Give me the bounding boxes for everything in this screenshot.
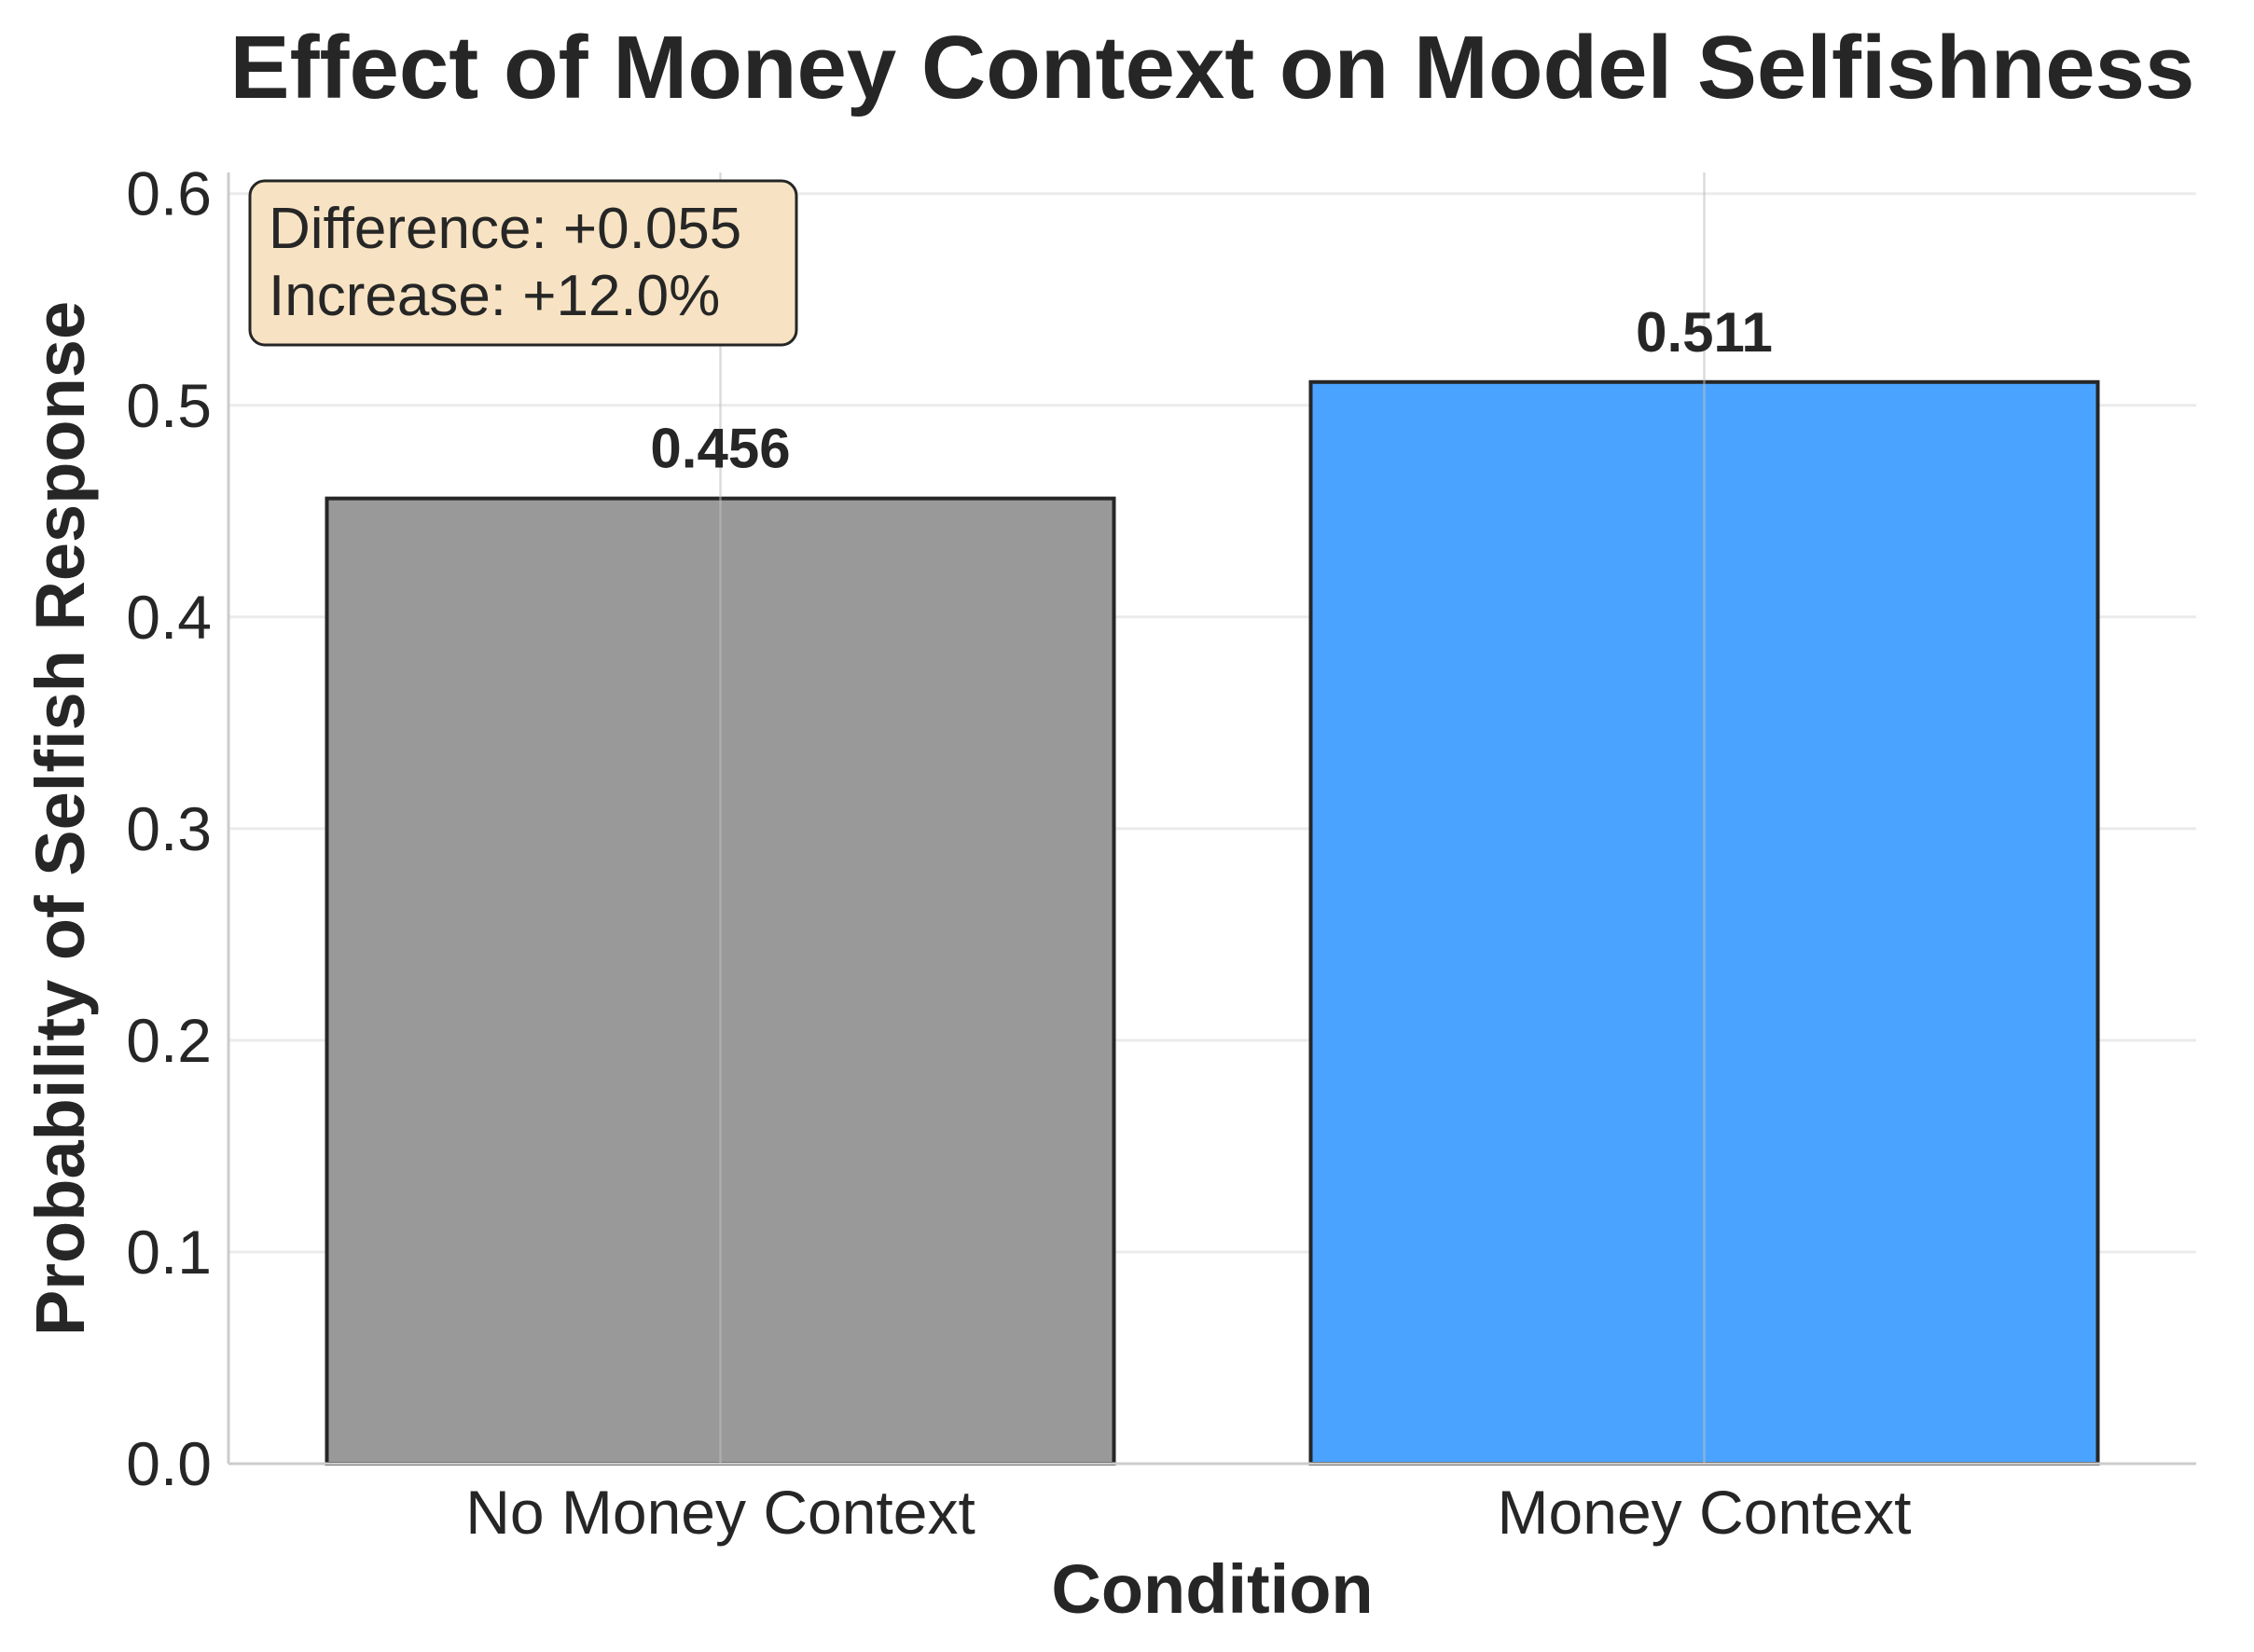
y-tick-label: 0.5 [126,371,212,440]
x-tick-label: Money Context [1498,1478,1912,1547]
x-tick-label: No Money Context [465,1478,975,1547]
y-axis-label: Probability of Selfish Response [21,301,99,1336]
x-axis-label: Condition [1051,1550,1373,1628]
bar-value-label: 0.511 [1636,301,1773,364]
y-tick-label: 0.2 [126,1006,212,1075]
y-tick-label: 0.0 [126,1429,212,1498]
annotation-difference: Difference: +0.055 [269,197,741,261]
bar-value-label: 0.456 [650,418,790,480]
annotation-increase: Increase: +12.0% [269,264,720,328]
y-tick-label: 0.3 [126,794,212,863]
annotation-box: Difference: +0.055 Increase: +12.0% [248,179,798,347]
y-tick-label: 0.1 [126,1218,212,1287]
y-tick-label: 0.4 [126,583,212,652]
y-tick-label: 0.6 [126,159,212,228]
chart-title: Effect of Money Context on Model Selfish… [230,18,2195,117]
